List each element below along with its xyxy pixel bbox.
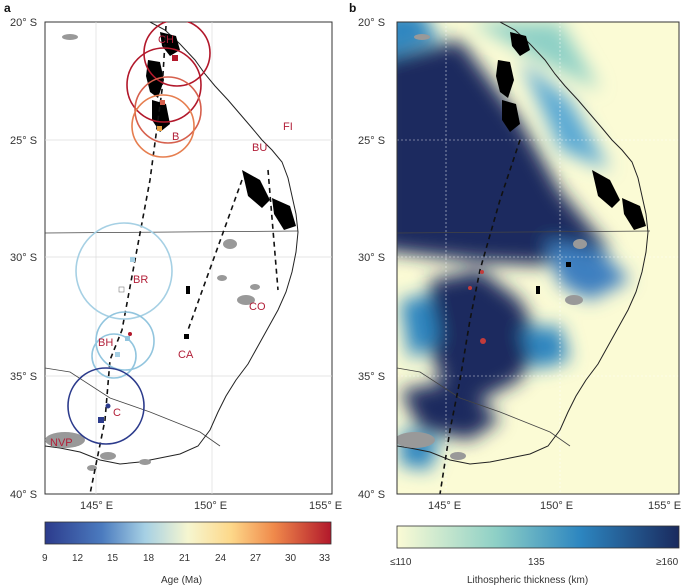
svg-text:33: 33 (319, 553, 331, 564)
lat-ticks-b: 20° S 25° S 30° S 35° S 40° S (358, 17, 385, 501)
svg-text:20° S: 20° S (10, 17, 37, 29)
svg-text:≥160: ≥160 (656, 557, 679, 568)
colorbar-thickness: ≤110 135 ≥160 Lithospheric thickness (km… (390, 525, 680, 586)
svg-text:30° S: 30° S (10, 252, 37, 264)
lon-ticks-b: 145° E 150° E 155° E (428, 500, 681, 512)
svg-text:27: 27 (250, 553, 262, 564)
panel-a-letter: a (4, 1, 11, 15)
svg-text:135: 135 (528, 557, 545, 568)
map-frame-b (396, 21, 680, 495)
coastline-a (45, 22, 299, 465)
label-ca: CA (178, 349, 194, 361)
map-frame-a (44, 21, 333, 495)
svg-text:30° S: 30° S (358, 252, 385, 264)
lon-ticks-a: 145° E 150° E 155° E (80, 500, 342, 512)
svg-text:35° S: 35° S (358, 371, 385, 383)
colorbar-age-title: Age (Ma) (161, 575, 202, 586)
label-nvp: NVP (50, 437, 73, 449)
svg-text:25° S: 25° S (358, 135, 385, 147)
thickness-field (397, 22, 630, 470)
panel-b: b (349, 1, 681, 586)
colorbar-age: 9 12 15 18 21 24 27 30 33 Age (Ma) (42, 521, 332, 586)
label-ch: CH (158, 34, 174, 46)
label-br: BR (133, 274, 148, 286)
svg-text:9: 9 (42, 553, 48, 564)
label-fi: FI (283, 121, 293, 133)
svg-text:155° E: 155° E (309, 500, 342, 512)
label-c: C (113, 407, 121, 419)
svg-text:12: 12 (72, 553, 84, 564)
svg-text:18: 18 (143, 553, 155, 564)
label-bh: BH (98, 337, 113, 349)
map-b-content (397, 22, 679, 494)
svg-text:15: 15 (107, 553, 119, 564)
svg-text:24: 24 (215, 553, 227, 564)
svg-text:155° E: 155° E (648, 500, 681, 512)
lat-ticks-a: 20° S 25° S 30° S 35° S 40° S (10, 17, 37, 501)
site-labels-a: CH B BU FI BR CO BH CA C NVP (50, 34, 293, 449)
svg-text:145° E: 145° E (428, 500, 461, 512)
map-a-content (45, 22, 332, 494)
svg-text:40° S: 40° S (358, 489, 385, 501)
svg-text:30: 30 (285, 553, 297, 564)
svg-text:35° S: 35° S (10, 371, 37, 383)
svg-text:40° S: 40° S (10, 489, 37, 501)
svg-text:20° S: 20° S (358, 17, 385, 29)
hotspot-track-b (439, 139, 521, 494)
svg-text:21: 21 (179, 553, 191, 564)
sample-markers-b (468, 270, 486, 344)
svg-text:≤110: ≤110 (390, 557, 412, 568)
colorbar-thickness-title: Lithospheric thickness (km) (467, 575, 588, 586)
svg-text:145° E: 145° E (80, 500, 113, 512)
panel-b-letter: b (349, 1, 356, 15)
sample-markers-a (98, 55, 178, 423)
age-circles-a (67, 22, 211, 445)
label-co: CO (249, 301, 266, 313)
basalt-outcrops-b (496, 32, 646, 294)
age-circle-br (75, 222, 173, 320)
hotspot-track-a (89, 25, 167, 494)
svg-text:150° E: 150° E (194, 500, 227, 512)
coastline-b (397, 22, 649, 465)
volcanic-fields-b (397, 34, 587, 460)
svg-text:150° E: 150° E (540, 500, 573, 512)
svg-text:25° S: 25° S (10, 135, 37, 147)
panel-a: a (4, 1, 342, 586)
track-east-2 (267, 169, 279, 291)
age-circle-c (67, 367, 145, 445)
label-b: B (172, 131, 179, 143)
label-bu: BU (252, 142, 267, 154)
